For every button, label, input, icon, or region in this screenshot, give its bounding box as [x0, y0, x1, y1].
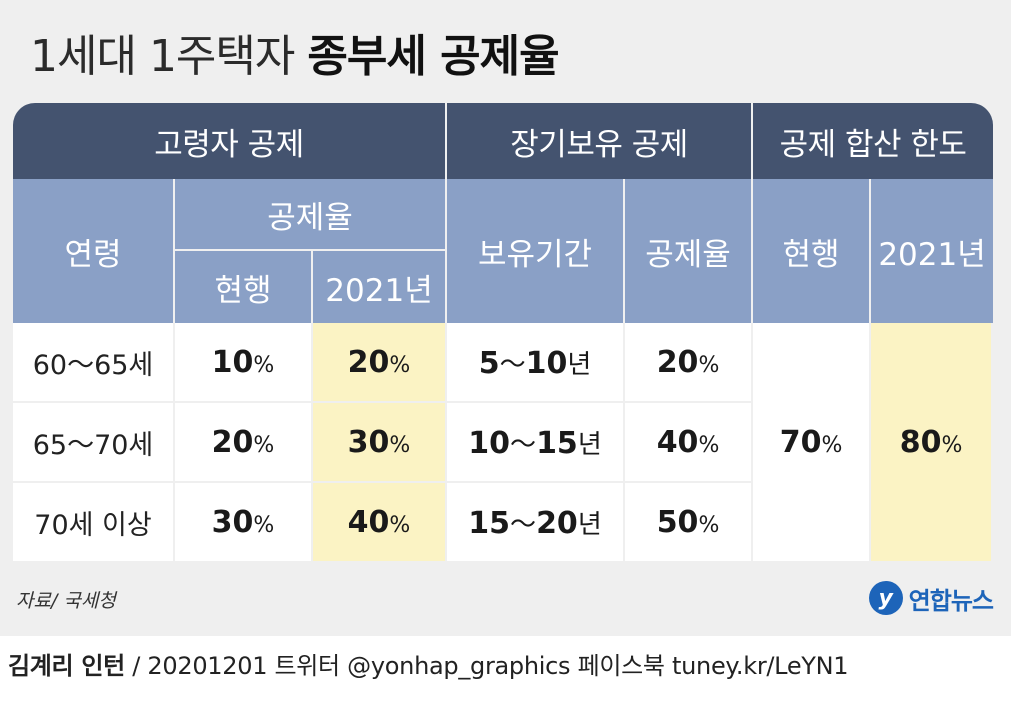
header-current: 현행 [175, 251, 313, 323]
current-rate-cell: 20% [175, 403, 313, 483]
value: 70 [779, 424, 822, 460]
percent-unit: % [941, 432, 963, 458]
tilde: ～ [499, 349, 526, 380]
period-start: 15 [468, 505, 511, 541]
rate-2021-cell: 40% [313, 483, 448, 563]
percent-unit: % [698, 432, 720, 458]
header-elderly-deduction: 고령자 공제 [13, 103, 448, 179]
percent-unit: % [253, 512, 275, 538]
long-term-rate-cell: 40% [625, 403, 754, 483]
percent-unit: % [253, 432, 275, 458]
period-start: 5 [478, 345, 500, 381]
year-unit: 년 [577, 509, 602, 540]
tilde: ～ [510, 509, 537, 540]
value: 10 [211, 344, 254, 380]
rate-2021-cell: 30% [313, 403, 448, 483]
holding-period-cell: 10～15년 [447, 403, 626, 483]
current-rate-cell: 30% [175, 483, 313, 563]
percent-unit: % [821, 432, 843, 458]
cap-2021-cell: 80% [871, 323, 994, 563]
author-name: 김계리 인턴 [8, 652, 125, 680]
yonhap-logo-icon: y [868, 581, 903, 615]
value: 30 [347, 424, 390, 460]
percent-unit: % [253, 352, 275, 378]
age-cell: 70세 이상 [13, 483, 175, 563]
value: 20 [211, 424, 254, 460]
percent-unit: % [698, 352, 720, 378]
tilde: ～ [510, 429, 537, 460]
rate-2021-cell: 20% [313, 323, 448, 403]
cap-current-cell: 70% [753, 323, 872, 563]
age-cell: 60～65세 [13, 323, 175, 403]
period-start: 10 [468, 425, 511, 461]
value: 40 [656, 424, 699, 460]
long-term-rate-cell: 20% [625, 323, 754, 403]
holding-period-cell: 5～10년 [447, 323, 626, 403]
value: 20 [656, 344, 699, 380]
credit-line: 김계리 인턴 / 20201201 트위터 @yonhap_graphics 페… [8, 646, 849, 680]
value: 20 [347, 344, 390, 380]
holding-period-cell: 15～20년 [447, 483, 626, 563]
header-long-term-rate: 공제율 [625, 179, 754, 323]
value: 80 [899, 424, 942, 460]
period-end: 15 [536, 425, 578, 461]
year-unit: 년 [567, 349, 592, 380]
header-deduction-rate: 공제율 [175, 179, 448, 251]
yonhap-logo-name: 연합뉴스 [908, 586, 994, 615]
year-unit: 년 [577, 429, 602, 460]
percent-unit: % [389, 432, 411, 458]
value: 40 [347, 504, 390, 540]
title-bold: 종부세 공제율 [307, 31, 559, 82]
percent-unit: % [389, 512, 411, 538]
title-light: 1세대 1주택자 [30, 31, 308, 82]
table-row: 60～65세 10% 20% 5～10년 20% 70% 80% [13, 323, 994, 563]
page-title: 1세대 1주택자 종부세 공제율 [30, 22, 560, 92]
header-holding-period: 보유기간 [447, 179, 626, 323]
value: 30 [211, 504, 254, 540]
period-end: 10 [525, 345, 568, 381]
period-end: 20 [536, 505, 578, 541]
percent-unit: % [698, 512, 720, 538]
source-note: 자료/ 국세청 [16, 590, 116, 612]
deduction-table: 고령자 공제 장기보유 공제 공제 합산 한도 연령 공제율 보유기간 공제율 … [13, 103, 994, 563]
value: 50 [656, 504, 699, 540]
long-term-rate-cell: 50% [625, 483, 754, 563]
percent-unit: % [389, 352, 411, 378]
table-row: 65～70세 20% 30% 10～15년 40% [13, 403, 993, 483]
header-cap-current: 현행 [753, 179, 872, 323]
header-2021: 2021년 [313, 251, 448, 323]
header-age: 연령 [13, 179, 175, 323]
header-cap-2021: 2021년 [871, 179, 994, 323]
current-rate-cell: 10% [175, 323, 313, 403]
yonhap-logo: y 연합뉴스 [868, 578, 994, 618]
table-row: 70세 이상 30% 40% 15～20년 50% [13, 483, 993, 563]
header-long-term-deduction: 장기보유 공제 [447, 103, 754, 179]
age-cell: 65～70세 [13, 403, 175, 483]
header-combined-cap: 공제 합산 한도 [753, 103, 994, 179]
credit-details: / 20201201 트위터 @yonhap_graphics 페이스북 tun… [124, 652, 849, 680]
